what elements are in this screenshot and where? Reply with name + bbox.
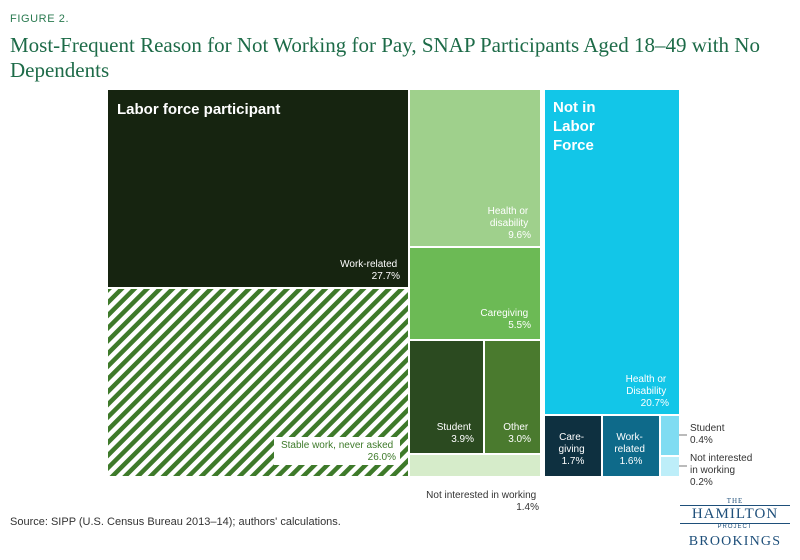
label-nilf-caregiving-line-1: Care- [559,432,584,443]
label-nilf-student-value: 0.4% [690,435,713,446]
label-not-interested-value: 1.4% [516,502,539,513]
label-nilf-work-line-2: related [614,444,645,455]
label-student-name: Student [437,422,472,433]
group-title-not-in-labor-force: Not in Labor Force [553,99,600,154]
tile-student [410,341,483,453]
label-health-value: 9.6% [508,230,531,241]
label-nilf-work-value: 1.6% [620,456,643,467]
logo-project-text: PROJECT [717,524,753,530]
tile-other [485,341,540,453]
label-nilf-ni-value: 0.2% [690,477,713,488]
tile-nilf-student [661,416,679,455]
label-caregiving-value: 5.5% [508,320,531,331]
label-work-related-name: Work-related [340,259,397,270]
tile-not-interested-in-working [410,455,540,476]
label-nilf-health-value: 20.7% [641,398,669,409]
tile-nilf-caregiving [545,416,601,476]
label-other-value: 3.0% [508,434,531,445]
label-nilf-work-line-1: Work- [616,432,642,443]
label-other-name: Other [503,422,529,433]
figure-label: FIGURE 2. [10,13,70,25]
group-title-nilf-line-2: Labor [553,118,595,135]
logo-hamilton-text: HAMILTON [680,505,790,524]
tile-nilf-health-or-disability [545,90,679,414]
label-stable-work-name: Stable work, never asked [281,440,393,451]
label-nilf-not-interested: Not interested in working 0.2% [690,453,755,488]
tile-nilf-work-related [603,416,659,476]
label-not-interested-name: Not interested in working [426,490,536,501]
label-caregiving-name: Caregiving [480,308,528,319]
label-nilf-health-line-1: Health or [626,374,667,385]
label-nilf-health-line-2: Disability [626,386,666,397]
label-stable-work-value: 26.0% [368,452,396,463]
brookings-logo: BROOKINGS [688,534,782,549]
label-stable-work: Stable work, never asked 26.0% [281,440,396,463]
stable-work-label-box [274,437,400,465]
group-title-labor-force: Labor force participant [117,101,280,118]
source-note: Source: SIPP (U.S. Census Bureau 2013–14… [10,516,341,528]
label-student: Student 3.9% [437,422,474,445]
label-nilf-ni-line-1: Not interested [690,453,752,464]
label-nilf-caregiving-value: 1.7% [562,456,585,467]
label-work-related: Work-related 27.7% [340,259,400,282]
label-nilf-work-related: Work- related 1.6% [614,432,647,467]
hamilton-project-logo: THE HAMILTON PROJECT [680,497,790,530]
label-not-interested: Not interested in working 1.4% [426,490,539,513]
label-health-or-disability: Health or disability 9.6% [488,206,531,241]
label-nilf-health: Health or Disability 20.7% [626,374,669,409]
label-nilf-caregiving: Care- giving 1.7% [559,432,588,467]
label-nilf-student: Student 0.4% [690,423,727,446]
label-caregiving: Caregiving 5.5% [480,308,531,331]
tile-nilf-not-interested [661,457,679,476]
label-nilf-caregiving-line-2: giving [559,444,585,455]
label-student-value: 3.9% [451,434,474,445]
tile-work-related [108,90,408,287]
tile-caregiving [410,248,540,339]
label-nilf-ni-line-2: in working [690,465,735,476]
label-work-related-value: 27.7% [372,271,400,282]
group-title-nilf-line-1: Not in [553,99,596,116]
label-nilf-student-name: Student [690,423,725,434]
logo-the-text: THE [726,497,744,505]
chart-title: Most-Frequent Reason for Not Working for… [10,33,760,82]
group-title-nilf-line-3: Force [553,137,594,154]
label-health-line-1: Health or [488,206,529,217]
label-other: Other 3.0% [503,422,531,445]
label-health-line-2: disability [490,218,528,229]
tile-health-or-disability [410,90,540,246]
